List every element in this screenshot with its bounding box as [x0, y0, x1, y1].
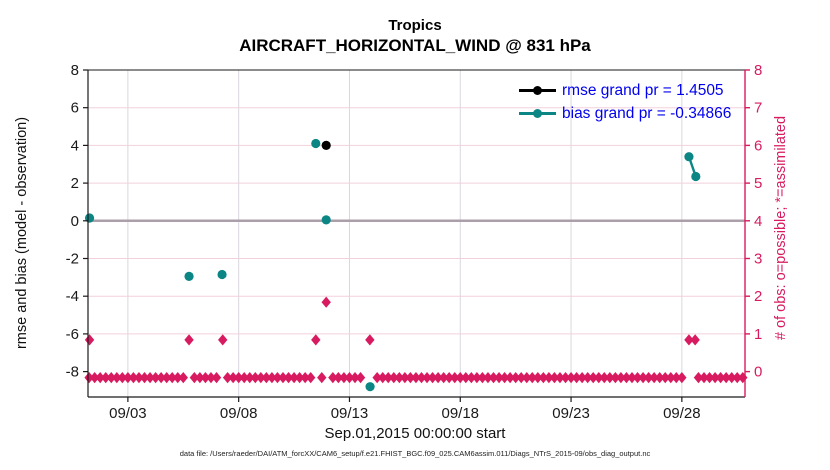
svg-text:-2: -2	[66, 251, 79, 268]
svg-text:09/23: 09/23	[552, 405, 590, 422]
svg-text:5: 5	[754, 175, 762, 192]
svg-text:09/13: 09/13	[331, 405, 369, 422]
obs-count-markers	[84, 296, 748, 384]
svg-text:-4: -4	[66, 288, 79, 305]
svg-text:4: 4	[71, 137, 79, 154]
bias-line-swatch	[519, 109, 556, 119]
rmse-marker-icon	[533, 86, 542, 96]
legend-row-bias: bias grand pr = -0.34866	[519, 102, 731, 125]
chart-region-title: Tropics	[388, 17, 442, 34]
svg-text:8: 8	[71, 62, 79, 79]
svg-text:09/08: 09/08	[220, 405, 258, 422]
right-y-axis-label: # of obs: o=possible; *=assimilated	[773, 115, 789, 341]
svg-text:0: 0	[71, 213, 79, 230]
axes	[87, 69, 746, 398]
bias-marker-icon	[533, 109, 542, 119]
svg-text:1: 1	[754, 326, 762, 343]
svg-text:6: 6	[71, 100, 79, 117]
svg-text:8: 8	[754, 62, 762, 79]
svg-text:6: 6	[754, 137, 762, 154]
data-file-path: data file: /Users/raeder/DAI/ATM_forcXX/…	[179, 449, 651, 458]
svg-text:0: 0	[754, 364, 762, 381]
legend: rmse grand pr = 1.4505 bias grand pr = -…	[519, 79, 731, 125]
legend-label-rmse: rmse grand pr = 1.4505	[562, 81, 724, 99]
chart-variable-title: AIRCRAFT_HORIZONTAL_WIND @ 831 hPa	[239, 36, 591, 55]
svg-text:-6: -6	[66, 326, 79, 343]
svg-text:3: 3	[754, 251, 762, 268]
svg-text:2: 2	[71, 175, 79, 192]
svg-text:09/28: 09/28	[663, 405, 701, 422]
rmse-series	[321, 140, 331, 150]
tick-labels: 09/03 09/08 09/13 09/18 09/23 09/28 8 6 4 2 0 -2 -4 -…	[66, 62, 763, 422]
rmse-line-swatch	[519, 86, 556, 96]
legend-row-rmse: rmse grand pr = 1.4505	[519, 79, 731, 102]
x-axis-label: Sep.01,2015 00:00:00 start	[324, 425, 506, 442]
left-y-axis-label: rmse and bias (model - observation)	[14, 116, 30, 350]
bias-series	[84, 138, 701, 392]
svg-text:09/03: 09/03	[109, 405, 147, 422]
legend-label-bias: bias grand pr = -0.34866	[562, 104, 732, 122]
svg-text:-8: -8	[66, 364, 79, 381]
svg-text:7: 7	[754, 100, 762, 117]
svg-text:09/18: 09/18	[441, 405, 479, 422]
svg-text:2: 2	[754, 288, 762, 305]
svg-text:4: 4	[754, 213, 762, 230]
